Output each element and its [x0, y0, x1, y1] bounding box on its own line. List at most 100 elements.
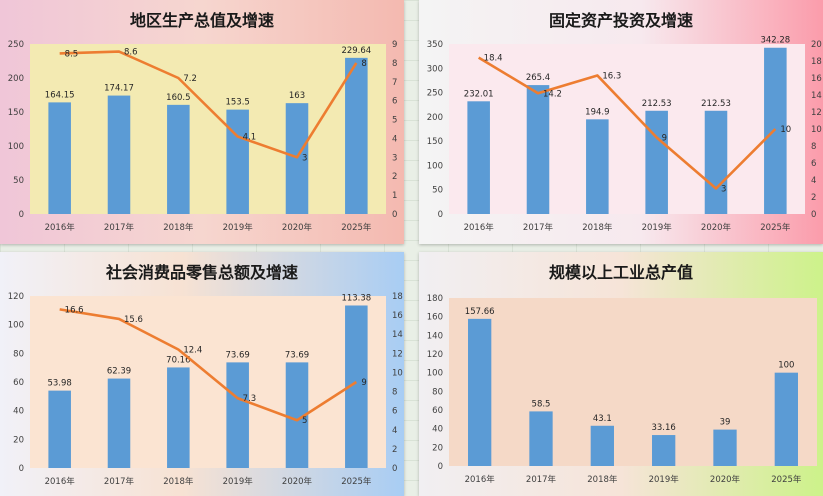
- y-tick-label: 160: [427, 313, 443, 323]
- line-data-label: 8: [361, 59, 366, 69]
- y2-tick-label: 18: [811, 57, 822, 67]
- line-data-label: 3: [302, 153, 307, 163]
- bar-data-label: 265.4: [526, 73, 550, 83]
- y2-tick-label: 6: [811, 159, 816, 169]
- x-tick-label: 2018年: [587, 474, 618, 485]
- bar-data-label: 194.9: [585, 107, 609, 117]
- bar-data-label: 160.5: [166, 93, 190, 103]
- y-tick-label: 180: [427, 294, 443, 304]
- bar: [774, 372, 798, 466]
- y-tick-label: 80: [13, 349, 24, 359]
- y2-tick-label: 20: [811, 40, 822, 50]
- x-tick-label: 2020年: [701, 222, 732, 233]
- chart-panel-fixed-asset-investment: 固定资产投资及增速 0 50 100 150 200 250 300 350 0 2 4 6 8 10 12…: [419, 0, 823, 244]
- y-tick-label: 120: [427, 350, 443, 360]
- bar-data-label: 212.53: [701, 99, 731, 109]
- y-tick-label: 100: [427, 161, 443, 171]
- x-tick-label: 2025年: [760, 222, 791, 233]
- y-tick-label: 0: [19, 464, 24, 474]
- y2-tick-label: 1: [392, 191, 397, 201]
- plot-area: [30, 296, 386, 468]
- x-tick-label: 2017年: [104, 476, 135, 487]
- bar-data-label: 100: [778, 361, 794, 371]
- chart-fixed-asset-investment: 0501001502002503003500246810121416182020…: [427, 36, 822, 233]
- bar-data-label: 39: [720, 418, 731, 428]
- bar: [468, 318, 492, 466]
- bar: [167, 367, 190, 468]
- bar-data-label: 43.1: [593, 414, 612, 424]
- y2-tick-label: 10: [811, 125, 822, 135]
- x-tick-label: 2025年: [341, 476, 372, 487]
- bar-data-label: 163: [289, 91, 305, 101]
- y2-tick-label: 0: [811, 210, 816, 220]
- x-tick-label: 2020年: [282, 476, 313, 487]
- y-tick-label: 0: [438, 210, 443, 220]
- x-tick-label: 2018年: [163, 476, 194, 487]
- bar: [285, 362, 309, 468]
- line-data-label: 5: [302, 416, 307, 426]
- bar: [526, 85, 550, 214]
- bar: [226, 362, 249, 468]
- y-tick-label: 150: [8, 108, 24, 118]
- x-tick-label: 2016年: [464, 222, 495, 233]
- y2-tick-label: 16: [811, 74, 822, 84]
- plot-area: [449, 298, 817, 466]
- bar: [586, 119, 609, 214]
- y2-tick-label: 7: [392, 78, 397, 88]
- y-tick-label: 100: [8, 142, 24, 152]
- bar-data-label: 157.66: [465, 307, 495, 317]
- x-tick-label: 2019年: [223, 222, 254, 233]
- line-data-label: 10: [780, 125, 791, 135]
- y-tick-label: 80: [432, 387, 443, 397]
- y2-tick-label: 10: [392, 368, 403, 378]
- bar-data-label: 70.16: [166, 355, 190, 365]
- y-tick-label: 250: [8, 40, 24, 50]
- line-data-label: 8.5: [65, 49, 79, 59]
- bar: [764, 47, 787, 215]
- line-data-label: 14.2: [543, 89, 562, 99]
- bar-data-label: 33.16: [651, 423, 675, 433]
- y-tick-label: 100: [8, 321, 24, 331]
- x-tick-label: 2017年: [523, 222, 554, 233]
- line-data-label: 16.3: [602, 71, 621, 81]
- line-data-label: 3: [721, 185, 726, 195]
- line-data-label: 15.6: [124, 315, 143, 325]
- y-tick-label: 50: [13, 176, 24, 186]
- x-tick-label: 2025年: [341, 222, 372, 233]
- chart-title: 社会消费品零售总额及增速: [105, 263, 298, 282]
- bar-data-label: 53.98: [47, 379, 71, 389]
- line-data-label: 16.6: [65, 305, 84, 315]
- chart-title: 地区生产总值及增速: [129, 11, 274, 30]
- chart-title: 固定资产投资及增速: [548, 11, 693, 30]
- y-tick-label: 50: [432, 186, 443, 196]
- y2-tick-label: 12: [811, 108, 822, 118]
- bar-data-label: 174.17: [104, 84, 134, 94]
- y2-tick-label: 16: [392, 311, 403, 321]
- line-data-label: 4.1: [243, 133, 257, 143]
- y-tick-label: 300: [427, 64, 443, 74]
- bar: [645, 110, 668, 214]
- x-tick-label: 2016年: [465, 474, 496, 485]
- growth-line: [59, 50, 358, 159]
- y-tick-label: 150: [427, 137, 443, 147]
- bar: [652, 435, 676, 466]
- x-tick-label: 2020年: [282, 222, 313, 233]
- bar-data-label: 73.69: [225, 350, 249, 360]
- x-tick-label: 2019年: [642, 222, 673, 233]
- y2-tick-label: 14: [392, 330, 403, 340]
- y2-tick-label: 8: [811, 142, 816, 152]
- x-tick-label: 2016年: [45, 476, 76, 487]
- x-tick-label: 2019年: [223, 476, 254, 487]
- bar: [345, 305, 368, 468]
- y2-tick-label: 8: [392, 59, 397, 69]
- bar-data-label: 164.15: [45, 90, 75, 100]
- bar-data-label: 212.53: [642, 99, 672, 109]
- y2-tick-label: 2: [392, 172, 397, 182]
- growth-line: [477, 56, 777, 190]
- bar-data-label: 62.39: [107, 367, 131, 377]
- y-tick-label: 0: [438, 462, 443, 472]
- y-tick-label: 120: [8, 292, 24, 302]
- y-tick-label: 200: [8, 74, 24, 84]
- y2-tick-label: 9: [392, 40, 397, 50]
- y-tick-label: 20: [13, 435, 24, 445]
